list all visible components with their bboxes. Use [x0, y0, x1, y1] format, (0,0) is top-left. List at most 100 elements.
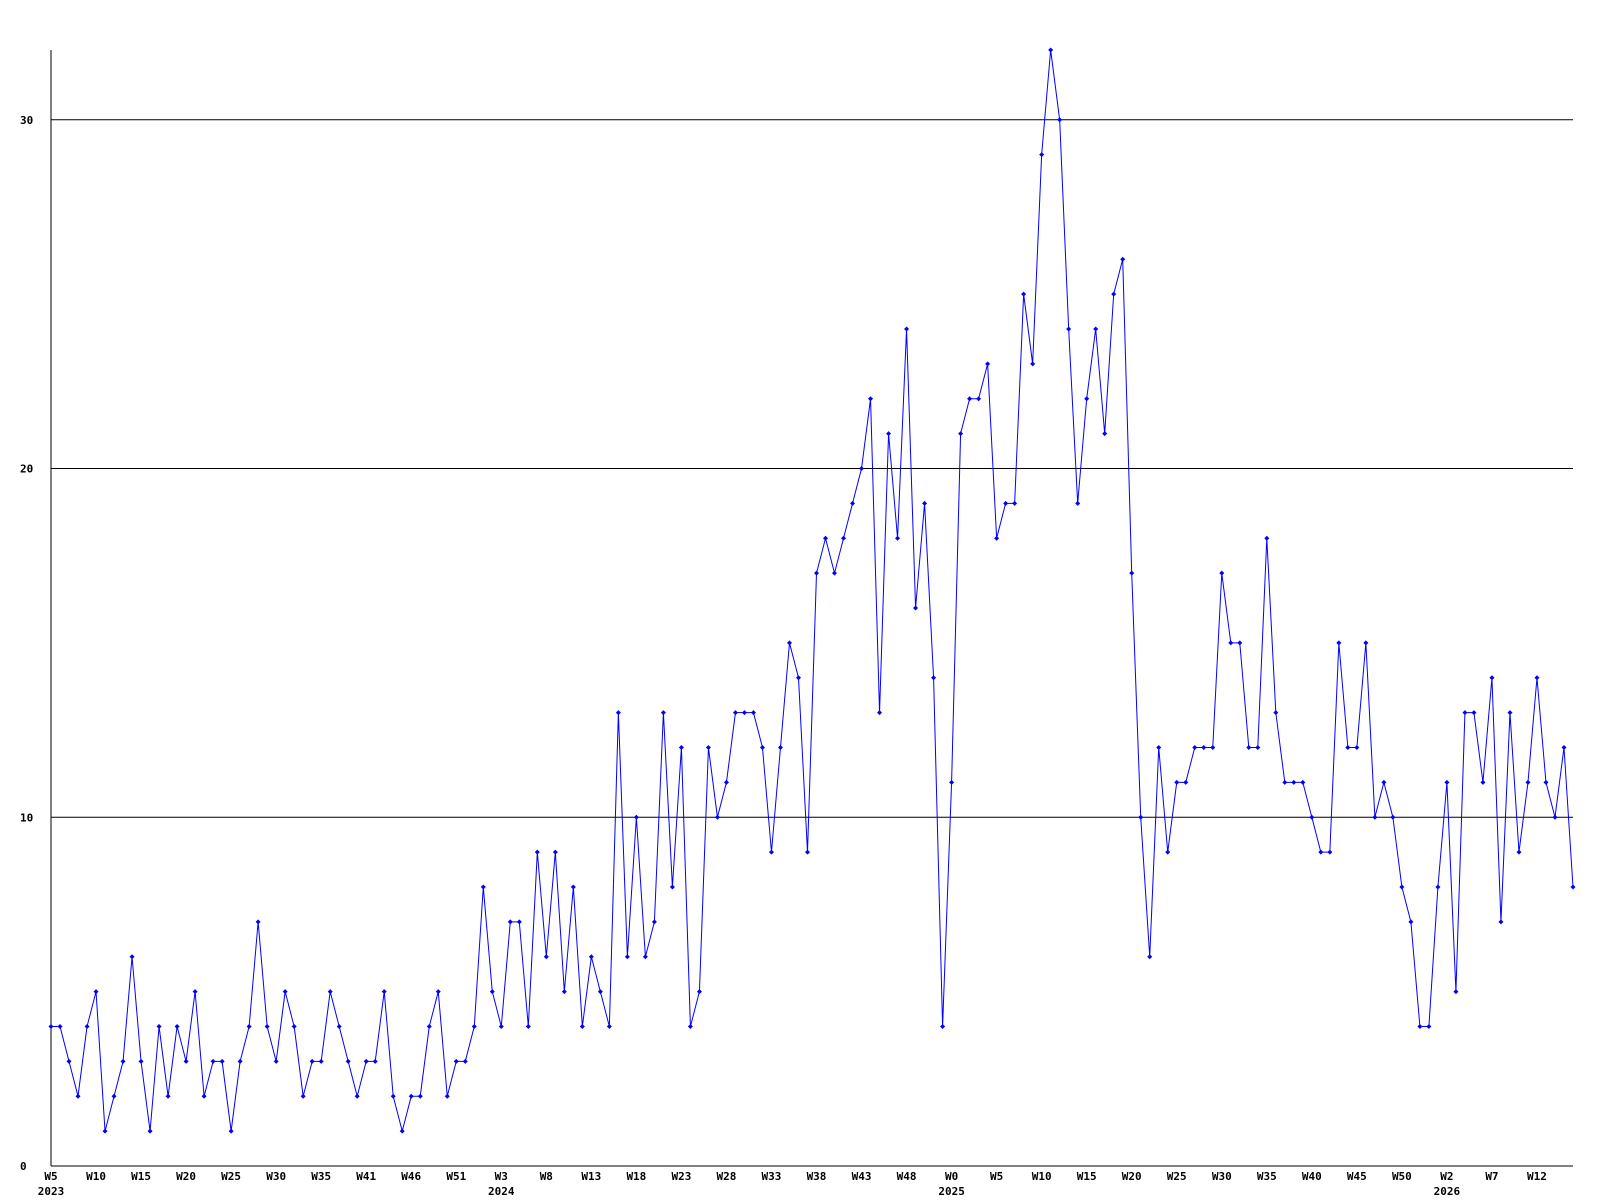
- point: [705, 745, 711, 750]
- point: [750, 710, 756, 716]
- point: [741, 710, 747, 716]
- point: [1255, 745, 1261, 750]
- point: [832, 570, 838, 576]
- y-tick-label: 10: [20, 811, 33, 824]
- point: [1273, 710, 1279, 716]
- point: [1201, 745, 1207, 750]
- x-tick-label: W45: [1347, 1170, 1367, 1183]
- point: [489, 989, 495, 995]
- x-tick-label: W18: [626, 1170, 646, 1183]
- point: [579, 1024, 585, 1029]
- point: [1561, 745, 1567, 750]
- x-tick-label: W23: [671, 1170, 691, 1183]
- point: [850, 500, 856, 506]
- x-tick-label: W25: [1167, 1170, 1187, 1183]
- point: [201, 1093, 207, 1099]
- point: [1309, 814, 1315, 820]
- point: [516, 919, 522, 925]
- point: [417, 1093, 423, 1099]
- point: [732, 710, 738, 716]
- point: [471, 1024, 477, 1029]
- x-tick-label: W13: [581, 1170, 601, 1183]
- point: [913, 605, 919, 611]
- point: [363, 1058, 369, 1064]
- point: [147, 1128, 153, 1134]
- point: [282, 989, 288, 995]
- point: [390, 1093, 396, 1099]
- point: [192, 989, 198, 995]
- point: [48, 1024, 54, 1029]
- point: [823, 535, 829, 541]
- point: [1426, 1024, 1432, 1029]
- point: [1345, 745, 1351, 750]
- point: [588, 954, 594, 960]
- point: [1030, 361, 1036, 367]
- point: [1120, 256, 1126, 262]
- point: [868, 396, 874, 402]
- point: [1003, 500, 1009, 506]
- point: [246, 1024, 252, 1029]
- x-tick-label: W35: [311, 1170, 331, 1183]
- x-tick-label: W5: [44, 1170, 57, 1183]
- point: [814, 570, 820, 576]
- point: [426, 1024, 432, 1029]
- x-year-label: 2024: [488, 1185, 515, 1198]
- point: [354, 1093, 360, 1099]
- x-tick-label: W41: [356, 1170, 376, 1183]
- point: [1534, 675, 1540, 681]
- point: [642, 954, 648, 960]
- x-tick-label: W30: [1212, 1170, 1232, 1183]
- x-tick-label: W43: [852, 1170, 872, 1183]
- x-tick-label: W35: [1257, 1170, 1277, 1183]
- x-tick-label: W7: [1485, 1170, 1498, 1183]
- point: [138, 1058, 144, 1064]
- point: [219, 1058, 225, 1064]
- point: [714, 814, 720, 820]
- point: [1165, 849, 1171, 855]
- point: [633, 814, 639, 820]
- point: [1318, 849, 1324, 855]
- point: [1408, 919, 1414, 925]
- point: [66, 1058, 72, 1064]
- point: [1489, 675, 1495, 681]
- point: [687, 1024, 693, 1029]
- point: [1399, 884, 1405, 890]
- point: [1048, 47, 1054, 53]
- point: [75, 1093, 81, 1099]
- point: [480, 884, 486, 890]
- y-tick-label: 20: [20, 463, 33, 476]
- x-tick-label: W15: [1077, 1170, 1097, 1183]
- point: [877, 710, 883, 716]
- x-tick-label: W0: [945, 1170, 958, 1183]
- point: [1327, 849, 1333, 855]
- point: [291, 1024, 297, 1029]
- point: [922, 500, 928, 506]
- point: [561, 989, 567, 995]
- point: [904, 326, 910, 332]
- point: [102, 1128, 108, 1134]
- point: [309, 1058, 315, 1064]
- point: [795, 675, 801, 681]
- point: [1453, 989, 1459, 995]
- point: [399, 1128, 405, 1134]
- point: [660, 710, 666, 716]
- point: [300, 1093, 306, 1099]
- point: [1507, 710, 1513, 716]
- x-tick-label: W30: [266, 1170, 286, 1183]
- point: [1156, 745, 1162, 750]
- point: [372, 1058, 378, 1064]
- point: [237, 1058, 243, 1064]
- point: [210, 1058, 216, 1064]
- point: [1084, 396, 1090, 402]
- point: [1057, 117, 1063, 123]
- x-tick-label: W15: [131, 1170, 151, 1183]
- point: [273, 1058, 279, 1064]
- point: [1039, 152, 1045, 158]
- point: [570, 884, 576, 890]
- point: [111, 1093, 117, 1099]
- point: [1282, 779, 1288, 785]
- point: [1138, 814, 1144, 820]
- point: [624, 954, 630, 960]
- x-tick-label: W28: [717, 1170, 737, 1183]
